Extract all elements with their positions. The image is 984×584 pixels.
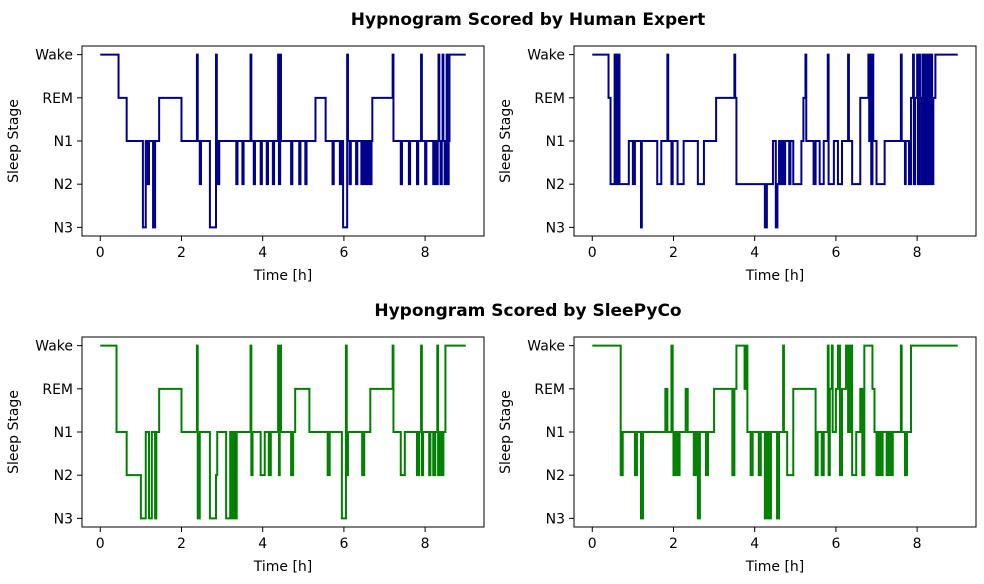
x-tick-label: 2	[669, 245, 678, 261]
subplot-2: 0 2 4 6 8 N3 N2 N1 REM Wake Time [h] Sleep Stage	[498, 45, 977, 284]
y-axis-label: Sleep Stage	[498, 390, 514, 474]
y-axis-label: Sleep Stage	[6, 390, 22, 474]
subplot-1: 0 2 4 6 8 N3 N2 N1 REM Wake Time [h] Sleep Stage	[6, 45, 485, 284]
x-axis-label: Time [h]	[745, 268, 805, 284]
y-tick-label: N2	[54, 468, 73, 484]
y-tick-label: REM	[534, 382, 565, 398]
x-tick-label: 0	[96, 245, 105, 261]
x-tick-label: 8	[421, 245, 430, 261]
hypnogram-line	[592, 53, 958, 229]
subplot-4: 0 2 4 6 8 N3 N2 N1 REM Wake Time [h] Sleep Stage	[498, 336, 977, 575]
y-tick-label: N2	[546, 177, 565, 193]
axes-layer: 0 2 4 6 8 N3 N2 N1 REM Wake Time [h] Sleep Stage 0 2 4…	[6, 45, 977, 575]
x-tick-label: 6	[339, 245, 348, 261]
y-tick-label: N2	[546, 468, 565, 484]
x-axis-label: Time [h]	[745, 559, 805, 575]
section-title-sleepyco: Hypongram Scored by SleePyCo	[374, 301, 681, 321]
x-axis-label: Time [h]	[253, 268, 313, 284]
y-axis-label: Sleep Stage	[6, 99, 22, 183]
y-tick-label: Wake	[527, 339, 565, 355]
hypnogram-line	[100, 53, 466, 229]
y-tick-label: REM	[534, 91, 565, 107]
y-tick-label: N1	[546, 134, 565, 150]
y-tick-label: N3	[54, 511, 73, 527]
y-tick-label: N3	[546, 511, 565, 527]
y-tick-label: Wake	[527, 48, 565, 64]
y-tick-label: N1	[546, 425, 565, 441]
y-axis-label: Sleep Stage	[498, 99, 514, 183]
x-tick-label: 2	[669, 536, 678, 552]
y-tick-label: REM	[42, 91, 73, 107]
x-axis-label: Time [h]	[253, 559, 313, 575]
y-tick-label: N3	[546, 220, 565, 236]
hypnogram-line	[100, 344, 466, 520]
y-tick-label: N1	[54, 425, 73, 441]
x-tick-label: 6	[831, 536, 840, 552]
x-tick-label: 6	[831, 245, 840, 261]
x-tick-label: 6	[339, 536, 348, 552]
section-title-human-expert: Hypnogram Scored by Human Expert	[351, 10, 705, 30]
x-tick-label: 4	[750, 536, 759, 552]
y-tick-label: N1	[54, 134, 73, 150]
x-tick-label: 8	[421, 536, 430, 552]
subplot-3: 0 2 4 6 8 N3 N2 N1 REM Wake Time [h] Sleep Stage	[6, 336, 485, 575]
x-tick-label: 8	[913, 536, 922, 552]
y-tick-label: Wake	[35, 339, 73, 355]
x-tick-label: 4	[258, 536, 267, 552]
x-tick-label: 0	[588, 536, 597, 552]
x-tick-label: 2	[177, 536, 186, 552]
x-tick-label: 4	[750, 245, 759, 261]
x-tick-label: 4	[258, 245, 267, 261]
x-tick-label: 0	[588, 245, 597, 261]
x-tick-label: 8	[913, 245, 922, 261]
y-tick-label: REM	[42, 382, 73, 398]
x-tick-label: 0	[96, 536, 105, 552]
y-tick-label: N3	[54, 220, 73, 236]
x-tick-label: 2	[177, 245, 186, 261]
hypnogram-line	[592, 344, 958, 520]
y-tick-label: N2	[54, 177, 73, 193]
y-tick-label: Wake	[35, 48, 73, 64]
